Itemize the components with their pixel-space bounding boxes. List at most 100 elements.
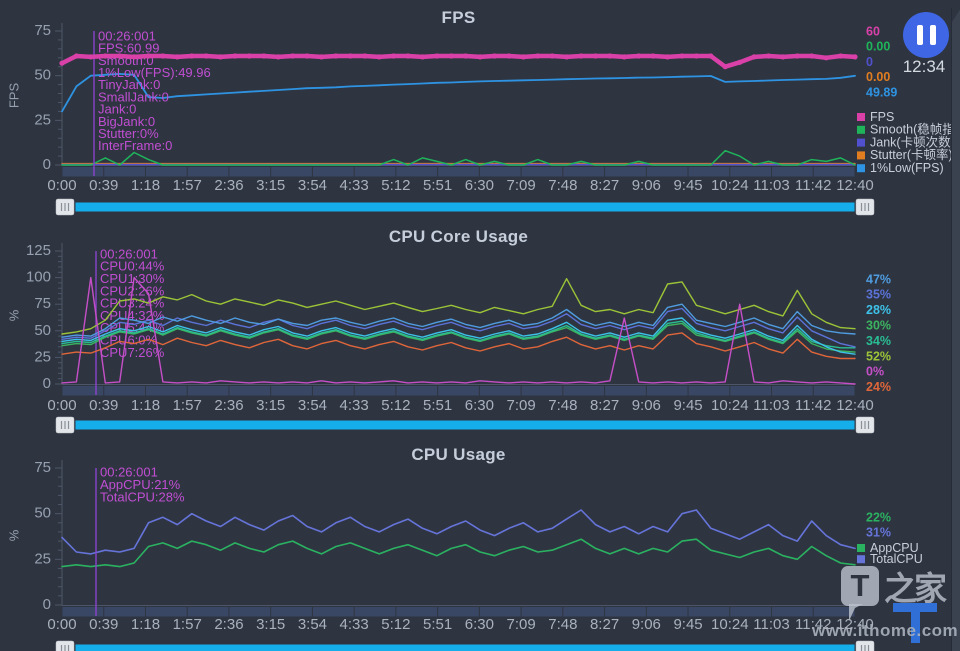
- fps-chart-title: FPS: [441, 8, 476, 27]
- x-tick-label: 5:12: [381, 616, 410, 633]
- series-line-1%Low(FPS): [61, 73, 856, 113]
- tooltip-line: InterFrame:0: [98, 138, 172, 153]
- series-dot: [246, 53, 252, 59]
- tooltip-line: TotalCPU:28%: [100, 489, 185, 504]
- datazoom-band[interactable]: [62, 167, 855, 177]
- x-tick-label: 7:48: [548, 616, 577, 633]
- series-dot: [737, 59, 743, 65]
- series-dot: [852, 54, 858, 60]
- x-tick-label: 11:03: [753, 397, 789, 414]
- x-tick-label: 9:45: [673, 177, 702, 194]
- x-tick-label: 3:15: [256, 177, 285, 194]
- tooltip-line: 1%Low(FPS):49.96: [98, 65, 211, 80]
- x-tick-label: 9:45: [673, 616, 702, 633]
- legend-swatch[interactable]: [857, 113, 865, 121]
- x-tick-label: 6:30: [465, 616, 494, 633]
- legend-swatch[interactable]: [857, 164, 865, 173]
- tooltip-line: CPU0:44%: [100, 259, 165, 274]
- x-tick-label: 3:54: [298, 177, 327, 194]
- cpu-usage-y-axis-label: %: [6, 529, 22, 542]
- series-line-CPU5: [61, 278, 856, 335]
- current-value-label: 52%: [866, 349, 891, 363]
- x-tick-label: 1:57: [173, 616, 202, 633]
- y-tick-label: 50: [34, 322, 51, 339]
- current-value-label: 0.00: [866, 40, 890, 54]
- series-dot: [809, 53, 815, 59]
- current-value-label: 49.89: [866, 85, 897, 99]
- tooltip-line: CPU7:26%: [100, 345, 165, 360]
- series-line-CPU3: [61, 322, 856, 353]
- series-dot: [636, 53, 642, 59]
- series-dot: [174, 54, 180, 60]
- series-dot: [751, 54, 757, 60]
- current-value-label: 0%: [866, 365, 884, 379]
- legend-swatch[interactable]: [857, 125, 865, 134]
- current-value-label: 31%: [866, 525, 891, 539]
- series-dot: [88, 54, 94, 60]
- timeline-scrollbar[interactable]: [75, 420, 855, 430]
- series-dot: [607, 53, 613, 59]
- x-tick-label: 7:48: [548, 177, 577, 194]
- legend-label: Jank(卡顿次数): [870, 134, 955, 149]
- series-dot: [650, 53, 656, 59]
- current-value-label: 0: [866, 55, 873, 69]
- legend-label: AppCPU: [870, 541, 919, 555]
- x-tick-label: 0:39: [89, 397, 118, 414]
- timeline-scrollbar[interactable]: [75, 644, 855, 651]
- series-dot: [794, 53, 800, 59]
- current-value-label: 0.00: [866, 70, 890, 84]
- legend-label: 1%Low(FPS): [870, 161, 944, 175]
- legend-swatch[interactable]: [857, 544, 865, 552]
- series-dot: [318, 54, 325, 60]
- series-dot: [491, 53, 498, 59]
- timeline-scrollbar[interactable]: [75, 202, 855, 212]
- tooltip-line: Stutter:0%: [98, 126, 159, 141]
- pause-icon: [929, 25, 936, 45]
- series-dot: [722, 64, 728, 70]
- series-dot: [419, 54, 426, 60]
- x-tick-label: 9:06: [632, 616, 661, 633]
- datazoom-band[interactable]: [62, 386, 855, 396]
- y-tick-label: 25: [34, 550, 51, 567]
- tooltip-line: AppCPU:21%: [100, 477, 181, 492]
- series-dot: [535, 53, 541, 59]
- current-value-label: 22%: [866, 510, 891, 524]
- x-tick-label: 6:30: [465, 177, 494, 194]
- x-tick-label: 12:40: [836, 397, 874, 414]
- x-tick-label: 5:12: [381, 397, 410, 414]
- legend-swatch[interactable]: [857, 138, 865, 147]
- y-tick-label: 50: [34, 505, 51, 522]
- y-tick-label: 75: [34, 459, 51, 476]
- x-tick-label: 10:24: [711, 616, 749, 633]
- tooltip-line: BigJank:0: [98, 114, 155, 129]
- pause-button[interactable]: [903, 12, 949, 58]
- series-line-CPU0: [61, 303, 856, 338]
- series-line-CPU4: [61, 320, 856, 349]
- series-dot: [823, 55, 829, 61]
- current-value-label: 34%: [866, 334, 891, 348]
- x-tick-label: 1:57: [173, 177, 202, 194]
- y-tick-label: 50: [34, 67, 51, 84]
- y-tick-label: 0: [43, 596, 51, 613]
- current-value-label: 47%: [866, 272, 891, 286]
- series-dot: [304, 53, 310, 59]
- right-edge-panel[interactable]: [951, 8, 960, 651]
- legend-swatch[interactable]: [857, 151, 865, 160]
- x-tick-label: 10:24: [711, 177, 749, 194]
- legend-swatch[interactable]: [857, 555, 865, 564]
- y-tick-label: 100: [26, 269, 51, 286]
- tooltip-line: FPS:60.99: [98, 41, 159, 56]
- series-dot: [189, 53, 195, 59]
- cpu-usage-chart-title: CPU Usage: [411, 445, 506, 464]
- series-dot: [131, 54, 137, 60]
- tooltip-line: 00:26:001: [98, 28, 156, 43]
- x-tick-label: 11:42: [795, 616, 831, 633]
- series-dot: [333, 53, 339, 59]
- series-dot: [434, 53, 440, 59]
- tooltip-line: Jank:0: [98, 102, 136, 117]
- series-dot: [578, 53, 584, 59]
- cpu-core-chart-title: CPU Core Usage: [388, 227, 529, 246]
- datazoom-band[interactable]: [62, 607, 855, 617]
- tooltip-line: CPU1:30%: [100, 271, 165, 286]
- series-dot: [838, 53, 844, 59]
